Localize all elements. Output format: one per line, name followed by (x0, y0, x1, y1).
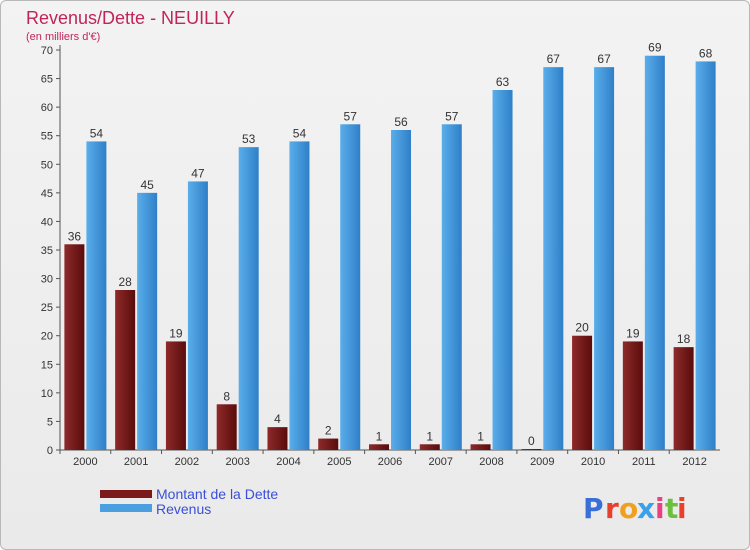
value-label-dette: 20 (575, 321, 589, 335)
y-tick-label: 10 (41, 388, 53, 400)
y-tick-label: 15 (41, 359, 53, 371)
bar-revenus (492, 90, 513, 450)
brand-letter: r (605, 492, 619, 525)
bar-dette (216, 404, 237, 450)
y-tick-label: 65 (41, 74, 53, 86)
x-tick-label: 2012 (682, 456, 706, 468)
x-tick-label: 2010 (581, 456, 605, 468)
legend-swatch-revenus (100, 504, 152, 512)
value-labels: 36 54 28 45 19 47 8 53 4 54 2 57 1 56 1 57 1 63 0 67 20 67 19 6… (68, 41, 713, 448)
x-tick-label: 2005 (327, 456, 351, 468)
legend-label-revenus: Revenus (156, 501, 211, 517)
value-label-revenus: 47 (191, 166, 205, 180)
bar-dette (673, 347, 694, 450)
bar-revenus (391, 130, 411, 450)
y-tick-label: 45 (41, 188, 53, 200)
brand-letter: x (637, 492, 655, 525)
y-tick-label: 60 (41, 102, 53, 114)
x-tick-label: 2003 (225, 456, 249, 468)
bar-revenus (441, 124, 462, 451)
x-tick-label: 2007 (429, 456, 453, 468)
chart-title: Revenus/Dette - NEUILLY (26, 8, 235, 28)
y-tick-label: 0 (47, 445, 53, 457)
value-label-revenus: 54 (90, 126, 104, 140)
x-tick-label: 2008 (479, 456, 503, 468)
brand-letter: i (655, 492, 665, 525)
bar-dette (115, 290, 136, 450)
y-tick-label: 5 (47, 416, 53, 428)
brand-letter: t (665, 492, 678, 525)
value-label-dette: 19 (626, 326, 640, 340)
value-label-dette: 0 (528, 434, 535, 448)
y-tick-label: 50 (41, 159, 53, 171)
bar-revenus (86, 141, 107, 450)
value-label-revenus: 53 (242, 132, 256, 146)
value-label-revenus: 69 (648, 41, 662, 55)
value-label-dette: 1 (477, 429, 484, 443)
y-tick-label: 70 (41, 45, 53, 57)
bar-revenus (594, 67, 615, 451)
value-label-dette: 18 (677, 332, 691, 346)
bar-dette (318, 438, 339, 450)
value-label-dette: 1 (426, 429, 433, 443)
value-label-dette: 19 (169, 326, 183, 340)
bar-revenus (187, 181, 208, 450)
bar-revenus (340, 124, 361, 451)
y-tick-label: 40 (41, 216, 53, 228)
y-tick-label: 20 (41, 331, 53, 343)
value-label-dette: 36 (68, 229, 82, 243)
x-tick-label: 2002 (175, 456, 199, 468)
legend-swatch-dette (100, 490, 152, 498)
value-label-revenus: 68 (699, 46, 713, 60)
bars (64, 55, 716, 451)
y-tick-label: 35 (41, 245, 53, 257)
value-label-dette: 1 (376, 429, 383, 443)
x-tick-label: 2001 (124, 456, 148, 468)
bar-dette (622, 341, 643, 450)
value-label-revenus: 45 (140, 178, 154, 192)
value-label-revenus: 67 (547, 52, 561, 66)
y-tick-label: 25 (41, 302, 53, 314)
value-label-revenus: 54 (293, 126, 307, 140)
bar-revenus (644, 55, 665, 450)
x-tick-label: 2004 (276, 456, 300, 468)
bar-revenus (695, 61, 716, 451)
y-tick-label: 30 (41, 274, 53, 286)
bar-dette (64, 244, 85, 450)
bar-dette (521, 449, 542, 450)
bar-dette (470, 444, 491, 450)
legend-label-dette: Montant de la Dette (156, 486, 278, 502)
value-label-revenus: 67 (597, 52, 611, 66)
value-label-dette: 28 (118, 275, 132, 289)
value-label-revenus: 63 (496, 75, 510, 89)
value-label-dette: 2 (325, 424, 332, 438)
bar-dette (572, 335, 593, 450)
bar-dette (165, 341, 186, 450)
bar-dette (267, 427, 288, 450)
x-tick-label: 2009 (530, 456, 554, 468)
value-label-revenus: 56 (394, 115, 408, 129)
value-label-dette: 4 (274, 412, 281, 426)
brand-letter: o (619, 492, 638, 525)
y-tick-label: 55 (41, 131, 53, 143)
value-label-revenus: 57 (344, 109, 358, 123)
x-tick-label: 2011 (632, 456, 656, 468)
bar-dette (419, 444, 440, 450)
chart-subtitle: (en milliers d'€) (26, 31, 100, 43)
value-label-dette: 8 (223, 389, 230, 403)
bar-dette (369, 444, 389, 450)
x-tick-label: 2000 (73, 456, 97, 468)
brand-letter: P (583, 492, 604, 525)
bar-revenus (289, 141, 310, 450)
bar-revenus (238, 147, 259, 450)
brand-letter: i (677, 492, 687, 525)
value-label-revenus: 57 (445, 109, 459, 123)
x-tick-label: 2006 (378, 456, 402, 468)
bar-revenus (137, 192, 158, 450)
bar-revenus (543, 67, 564, 451)
